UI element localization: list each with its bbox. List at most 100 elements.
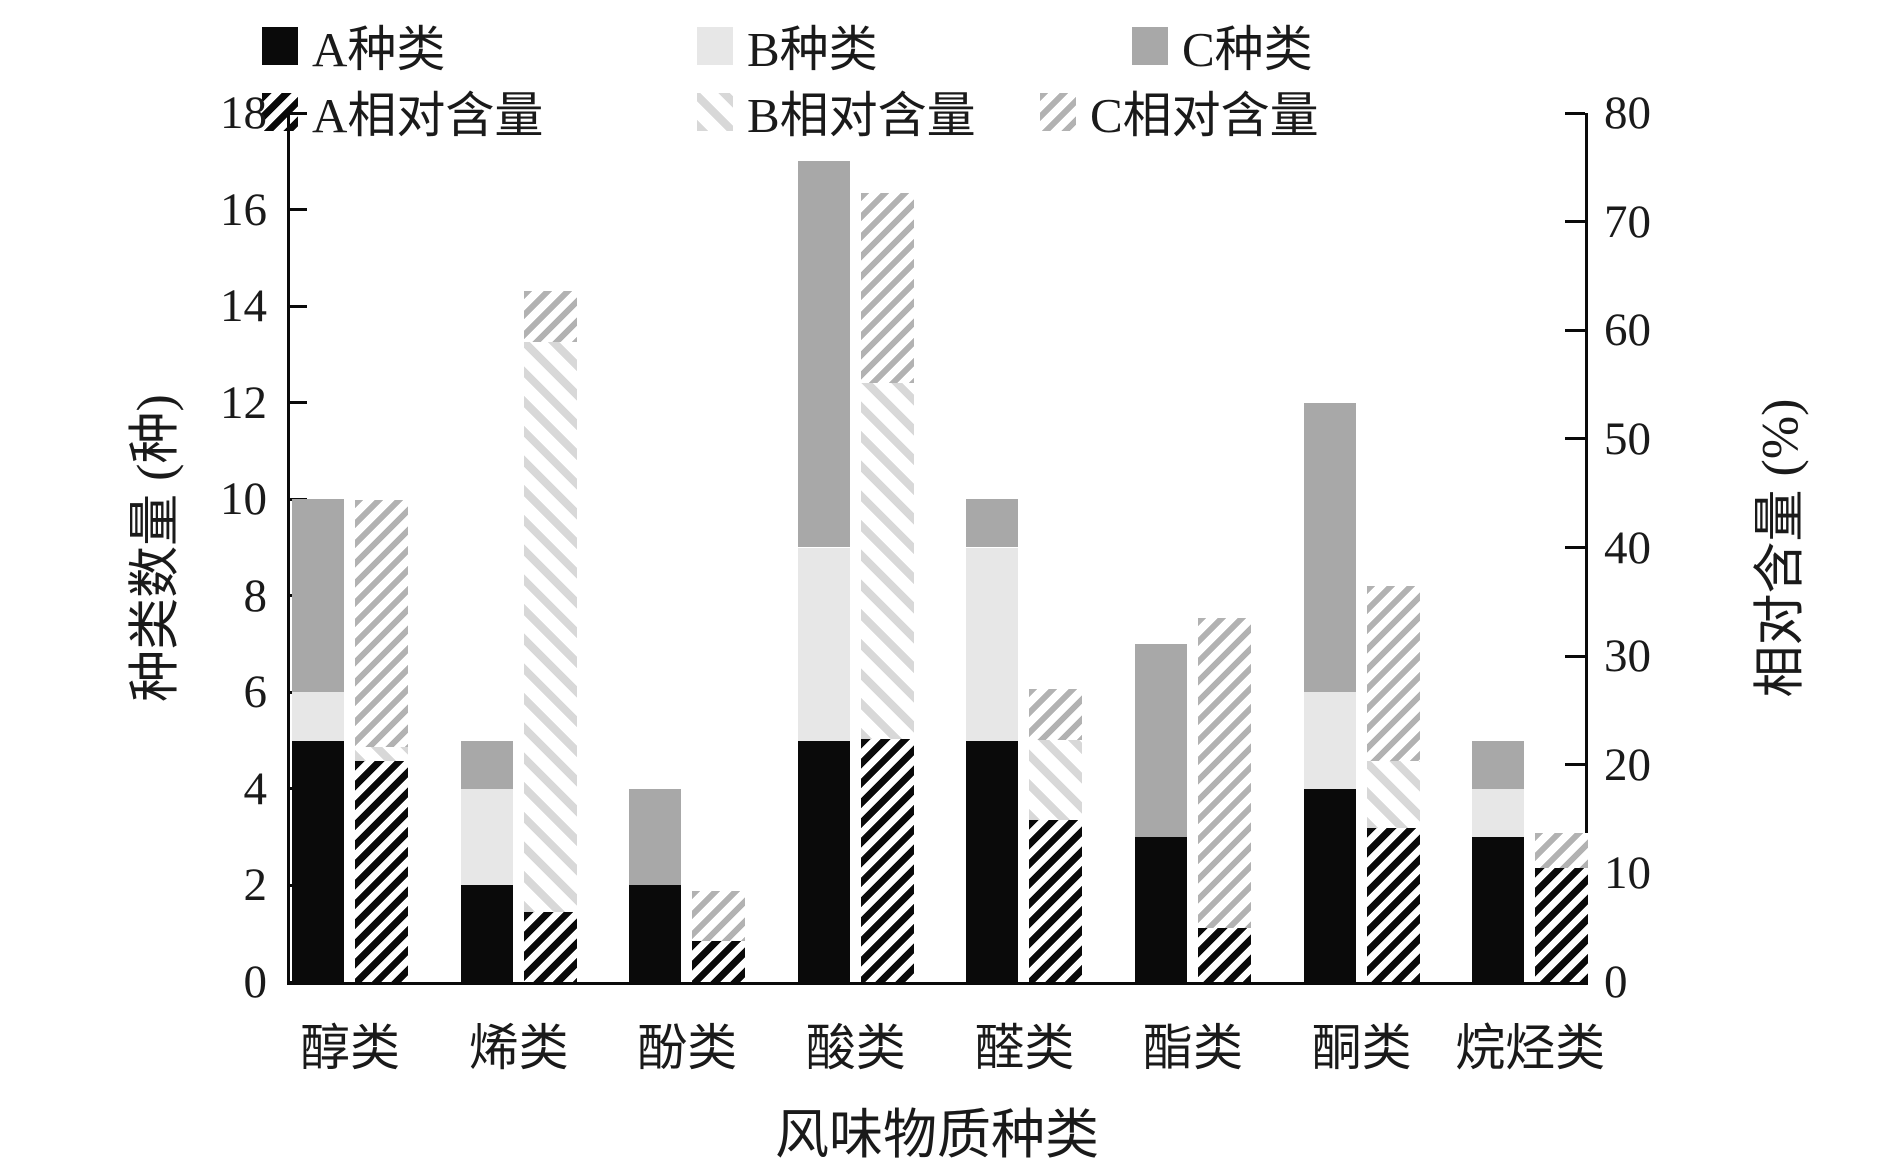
bar-segment-A种类: [966, 740, 1019, 982]
bar-segment-C种类: [292, 499, 344, 693]
legend-label: C种类: [1182, 22, 1313, 77]
bar-segment-B种类: [797, 547, 850, 741]
right-axis-spine: [1585, 113, 1588, 985]
right-axis-tick-label: 10: [1604, 847, 1651, 900]
bar-segment-A相对含量: [523, 912, 577, 982]
legend-swatch-c-count-icon: [1132, 26, 1168, 65]
right-axis-tick-label: 40: [1604, 521, 1651, 574]
bar-segment-B种类: [1303, 692, 1356, 789]
legend-item-b-count: B种类: [697, 10, 878, 81]
bar-segment-B相对含量: [1029, 739, 1083, 821]
legend-label: C相对含量: [1090, 88, 1319, 143]
legend-label: A种类: [312, 22, 446, 77]
bar-segment-B种类: [1472, 788, 1525, 838]
bar-segment-A相对含量: [1535, 867, 1589, 982]
left-axis-tick-label: 6: [243, 666, 268, 719]
bar-segment-C相对含量: [1198, 618, 1251, 928]
bar-segment-C相对含量: [355, 499, 408, 748]
left-axis-tick-label: 14: [220, 280, 267, 333]
right-axis-tick-label: 30: [1604, 630, 1651, 683]
bar-segment-A种类: [1303, 788, 1356, 982]
bar-segment-C种类: [966, 499, 1019, 548]
bar-segment-B种类: [292, 692, 344, 741]
bar-segment-C相对含量: [1535, 833, 1589, 868]
bar-segment-C种类: [629, 788, 682, 886]
bar-segment-A种类: [1135, 837, 1187, 982]
legend-swatch-b-count-icon: [697, 26, 733, 65]
bar-segment-A种类: [629, 885, 682, 982]
right-axis-tick-label: 0: [1604, 956, 1628, 1008]
right-axis-tick-label: 60: [1604, 304, 1651, 357]
right-axis-tick-label: 50: [1604, 412, 1651, 465]
bar-segment-B相对含量: [860, 383, 914, 739]
right-axis-tick-label: 80: [1604, 87, 1651, 139]
left-axis-tick: [287, 401, 307, 405]
right-axis-tick: [1565, 654, 1585, 658]
bar-segment-A种类: [460, 885, 513, 982]
x-category-label: 酸类: [805, 1020, 906, 1076]
left-axis-tick-label: 18: [220, 87, 267, 139]
left-axis-tick: [287, 980, 307, 984]
x-category-label: 烷烃类: [1455, 1020, 1606, 1076]
x-category-label: 醇类: [300, 1020, 400, 1076]
x-axis-title: 风味物质种类: [775, 1105, 1099, 1165]
left-axis-tick-label: 2: [243, 859, 268, 912]
right-axis-tick: [1565, 980, 1585, 984]
x-category-label: 酮类: [1311, 1020, 1412, 1076]
right-axis-tick: [1565, 546, 1585, 549]
bar-segment-B相对含量: [355, 747, 408, 762]
left-axis-tick-label: 16: [220, 183, 267, 236]
bar-segment-A相对含量: [1366, 827, 1420, 982]
right-axis-tick: [1565, 437, 1585, 441]
x-category-label: 醛类: [974, 1020, 1075, 1076]
left-axis-tick-label: 10: [220, 473, 267, 526]
left-axis-tick-label: 4: [243, 762, 268, 815]
x-axis-spine: [287, 982, 1588, 985]
bar-segment-B相对含量: [1366, 761, 1420, 828]
legend-item-c-percent: C相对含量: [1040, 76, 1319, 147]
right-axis-tick: [1565, 220, 1585, 224]
bar-segment-A相对含量: [860, 738, 914, 982]
right-axis-tick-label: 70: [1604, 195, 1651, 248]
bar-segment-C相对含量: [523, 291, 577, 343]
right-axis-title: 相对含量 (%): [1752, 398, 1810, 698]
bar-segment-A种类: [292, 740, 344, 982]
bar-segment-A相对含量: [1029, 820, 1083, 982]
right-axis-tick: [1565, 763, 1585, 767]
bar-segment-C相对含量: [1366, 585, 1420, 762]
bar-segment-A种类: [797, 740, 850, 982]
bar-segment-C种类: [797, 161, 850, 548]
left-axis-tick-label: 8: [243, 569, 268, 622]
legend-swatch-a-count-icon: [262, 26, 298, 65]
left-axis-spine: [287, 113, 290, 985]
left-axis-tick-label: 12: [220, 376, 267, 429]
legend-label: A相对含量: [312, 88, 544, 143]
bar-segment-B种类: [460, 788, 513, 886]
legend-swatch-c-percent-icon: [1040, 92, 1076, 131]
legend-item-a-percent: A相对含量: [262, 76, 543, 147]
left-axis-tick: [287, 111, 307, 115]
left-axis-tick: [287, 304, 307, 308]
right-axis-tick: [1565, 111, 1585, 115]
bar-segment-A相对含量: [355, 761, 408, 982]
legend-label: B相对含量: [747, 88, 976, 143]
bar-segment-C相对含量: [692, 890, 746, 941]
left-axis-tick-label: 0: [243, 956, 268, 1008]
x-category-label: 酚类: [637, 1020, 738, 1076]
bar-segment-B种类: [966, 547, 1019, 741]
bar-segment-A种类: [1472, 837, 1525, 982]
legend-swatch-b-percent-icon: [697, 92, 733, 131]
legend-item-c-count: C种类: [1132, 10, 1313, 81]
legend-item-a-count: A种类: [262, 10, 445, 81]
bar-segment-C种类: [1135, 644, 1187, 838]
legend-label: B种类: [747, 22, 878, 77]
bar-segment-A相对含量: [1198, 927, 1251, 982]
bar-segment-C种类: [1303, 402, 1356, 693]
bar-segment-C相对含量: [1029, 688, 1083, 740]
bar-segment-C种类: [1472, 740, 1525, 789]
bar-segment-A相对含量: [692, 940, 746, 982]
left-axis-tick: [287, 208, 307, 212]
legend-item-b-percent: B相对含量: [697, 76, 976, 147]
x-category-label: 烯类: [468, 1020, 569, 1076]
